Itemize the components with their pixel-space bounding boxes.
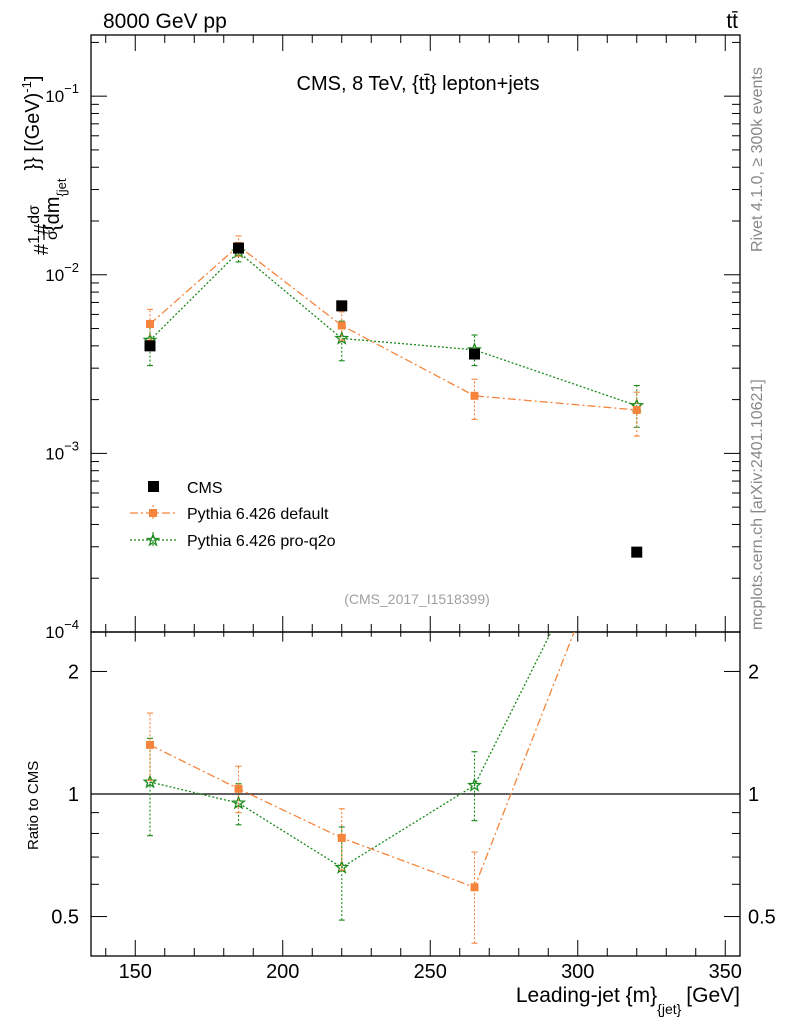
main-cms-point [631, 546, 643, 558]
ylabel-tail: }} [(GeV) [22, 93, 44, 171]
rivet-version-label: Rivet 4.1.0, ≥ 300k events [749, 67, 766, 252]
ratio-tick-label-right: 1 [748, 784, 759, 806]
main-y-axis-label: #1#dσ{dm{jet}} [(GeV)-1] σ [19, 76, 69, 255]
y-tick-mantissa: 10 [45, 444, 64, 463]
ratio-proq2o-point [142, 774, 158, 789]
y-tick-label: 10−2 [45, 260, 79, 285]
header-left-label: 8000 GeV pp [103, 10, 227, 33]
main-default-point [337, 321, 346, 330]
main-proq2o-point [334, 330, 350, 345]
analysis-tag: (CMS_2017_I1518399) [344, 591, 490, 607]
y-tick-exponent: −3 [64, 438, 79, 453]
main-cms-point [469, 348, 480, 360]
ratio-default-point [633, 467, 641, 475]
ylabel-hash2: # [31, 223, 53, 235]
ratio-tick-label-right: 0.5 [748, 907, 776, 929]
main-cms-point [336, 300, 348, 312]
ratio-tick-label-left: 0.5 [51, 907, 79, 929]
main-proq2o-line [149, 251, 637, 407]
ratio-tick-label-left: 2 [68, 661, 79, 683]
ylabel-denom: {dm [42, 197, 64, 231]
y-tick-exponent: −1 [64, 81, 79, 96]
xlabel-unit: [GeV] [686, 984, 740, 1007]
ratio-proq2o-point [467, 777, 482, 792]
main-default-point [470, 391, 479, 400]
ratio-tick-label-left: 1 [68, 784, 79, 806]
main-default-point [146, 320, 154, 329]
main-default-point [632, 405, 641, 414]
main-default-line [149, 245, 637, 411]
ratio-y-axis-label: Ratio to CMS [25, 761, 42, 850]
x-tick-label: 350 [709, 961, 742, 983]
x-tick-label: 200 [266, 961, 299, 983]
x-axis-label: Leading-jet {m}{jet} [GeV] [516, 984, 740, 1017]
ratio-proq2o-point [631, 454, 642, 465]
x-tick-label: 250 [414, 961, 447, 983]
svg-text:#1#dσ{dm{jet}} [(GeV)-1]: #1#dσ{dm{jet}} [(GeV)-1] [19, 76, 69, 255]
xlabel-main: Leading-jet {m} [516, 984, 657, 1007]
xlabel-sub: {jet} [657, 1001, 681, 1017]
y-tick-exponent: −2 [64, 260, 79, 275]
legend-default-marker [149, 509, 157, 517]
y-tick-exponent: −4 [64, 617, 79, 632]
ylabel-hash1: # [31, 243, 53, 255]
x-tick-label: 150 [119, 961, 152, 983]
y-tick-label: 10−4 [45, 617, 79, 642]
legend-cms-label: CMS [187, 480, 223, 497]
ylabel-exp: -1 [19, 81, 34, 93]
legend-cms-marker [148, 481, 159, 492]
ratio-tick-label-right: 2 [748, 661, 759, 683]
legend-default-label: Pythia 6.426 default [187, 506, 329, 523]
x-tick-label: 300 [561, 961, 594, 983]
main-y-ticks: 10−110−210−310−4 [45, 41, 740, 642]
ratio-data-series [142, 454, 642, 944]
y-tick-mantissa: 10 [45, 87, 64, 106]
header-right-label: tt̄ [726, 10, 738, 33]
ratio-default-point [146, 740, 154, 749]
ylabel-dsigma: dσ [26, 205, 43, 224]
main-data-series [142, 235, 645, 558]
ratio-default-point [337, 833, 346, 842]
ylabel-one: 1 [26, 235, 43, 244]
x-ticks: 150 200 250 300 350 [105, 35, 742, 983]
plot-title: CMS, 8 TeV, {tt̄} lepton+jets [297, 73, 540, 95]
ratio-proq2o-point [231, 795, 246, 810]
y-tick-mantissa: 10 [45, 623, 64, 642]
mcplots-label: mcplots.cern.ch [arXiv:2401.10621] [749, 379, 766, 630]
main-cms-point [144, 340, 156, 352]
ylabel-sub: {jet [54, 178, 69, 196]
legend-proq2o-marker [145, 532, 161, 547]
legend: CMS Pythia 6.426 default Pythia 6.426 pr… [130, 480, 336, 550]
ylabel-close: ] [22, 76, 44, 82]
main-cms-point [233, 242, 244, 254]
legend-proq2o-label: Pythia 6.426 pro-q2o [187, 533, 336, 550]
ylabel-sigma: σ [44, 230, 61, 240]
ratio-default-point [234, 784, 243, 793]
y-tick-label: 10−1 [45, 81, 79, 106]
ratio-default-point [470, 883, 479, 892]
y-tick-mantissa: 10 [45, 266, 64, 285]
ratio-y-ticks: 0.5 0.5 1 1 2 2 [51, 661, 776, 957]
y-tick-label: 10−3 [45, 438, 79, 463]
